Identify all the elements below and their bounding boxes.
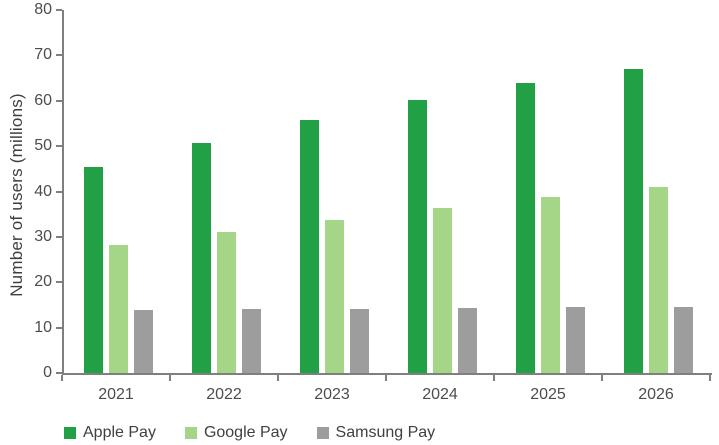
x-tick-mark: [385, 375, 387, 381]
legend: Apple Pay Google Pay Samsung Pay: [64, 424, 435, 442]
y-tick-mark: [56, 235, 62, 238]
bar-samsung-pay-2022: [241, 309, 261, 373]
x-tick-label: 2022: [206, 386, 242, 403]
bar-google-pay-2025: [540, 196, 560, 373]
bar-apple-pay-2024: [407, 100, 427, 373]
bar-google-pay-2022: [216, 231, 236, 373]
y-tick-mark: [56, 326, 62, 329]
bar-apple-pay-2026: [623, 68, 643, 373]
y-tick-label: 60: [34, 91, 52, 109]
y-tick-mark: [56, 372, 62, 374]
x-tick-mark: [61, 375, 63, 381]
bar-apple-pay-2025: [515, 83, 535, 373]
legend-item-samsung-pay: Samsung Pay: [316, 424, 436, 442]
y-tick-label: 30: [34, 227, 52, 245]
bar-google-pay-2026: [648, 187, 668, 373]
y-tick-label: 40: [34, 182, 52, 200]
legend-item-google-pay: Google Pay: [184, 424, 288, 442]
legend-swatch-apple-pay: [64, 427, 76, 439]
legend-item-apple-pay: Apple Pay: [64, 424, 156, 442]
x-tick-label: 2026: [638, 386, 674, 403]
legend-label: Samsung Pay: [335, 424, 436, 441]
y-tick-label: 80: [34, 1, 52, 18]
legend-label: Google Pay: [203, 424, 288, 441]
y-tick-mark: [56, 145, 62, 148]
bar-samsung-pay-2023: [349, 308, 369, 373]
x-tick-mark: [601, 375, 603, 381]
x-tick-mark: [493, 375, 495, 381]
x-tick-mark: [169, 375, 171, 381]
y-tick-label: 20: [34, 273, 52, 291]
bar-samsung-pay-2021: [133, 310, 153, 373]
legend-label: Apple Pay: [83, 424, 156, 441]
x-tick-label: 2025: [530, 386, 566, 403]
x-tick-mark: [277, 375, 279, 381]
y-tick-label: 50: [34, 137, 52, 155]
y-tick-mark: [56, 99, 62, 102]
bar-google-pay-2021: [108, 244, 128, 373]
x-tick-label: 2021: [98, 386, 134, 403]
legend-swatch-google-pay: [184, 427, 197, 439]
plot-area: [62, 10, 712, 375]
bar-samsung-pay-2024: [457, 307, 477, 373]
bar-apple-pay-2022: [191, 142, 211, 373]
legend-swatch-samsung-pay: [316, 427, 329, 439]
bar-google-pay-2024: [432, 207, 452, 373]
y-tick-label: 0: [43, 364, 52, 381]
y-tick-mark: [56, 54, 62, 57]
y-tick-label: 70: [34, 46, 52, 64]
bar-samsung-pay-2026: [673, 306, 693, 373]
y-tick-mark: [56, 9, 62, 11]
y-tick-mark: [56, 281, 62, 284]
y-tick-mark: [56, 190, 62, 193]
bar-apple-pay-2021: [83, 167, 103, 373]
bar-google-pay-2023: [324, 219, 344, 373]
y-tick-label: 10: [34, 318, 52, 336]
bar-samsung-pay-2025: [565, 307, 585, 373]
x-tick-mark: [709, 375, 711, 381]
bar-apple-pay-2023: [299, 119, 319, 373]
x-tick-label: 2023: [314, 386, 350, 403]
x-tick-label: 2024: [422, 386, 458, 403]
